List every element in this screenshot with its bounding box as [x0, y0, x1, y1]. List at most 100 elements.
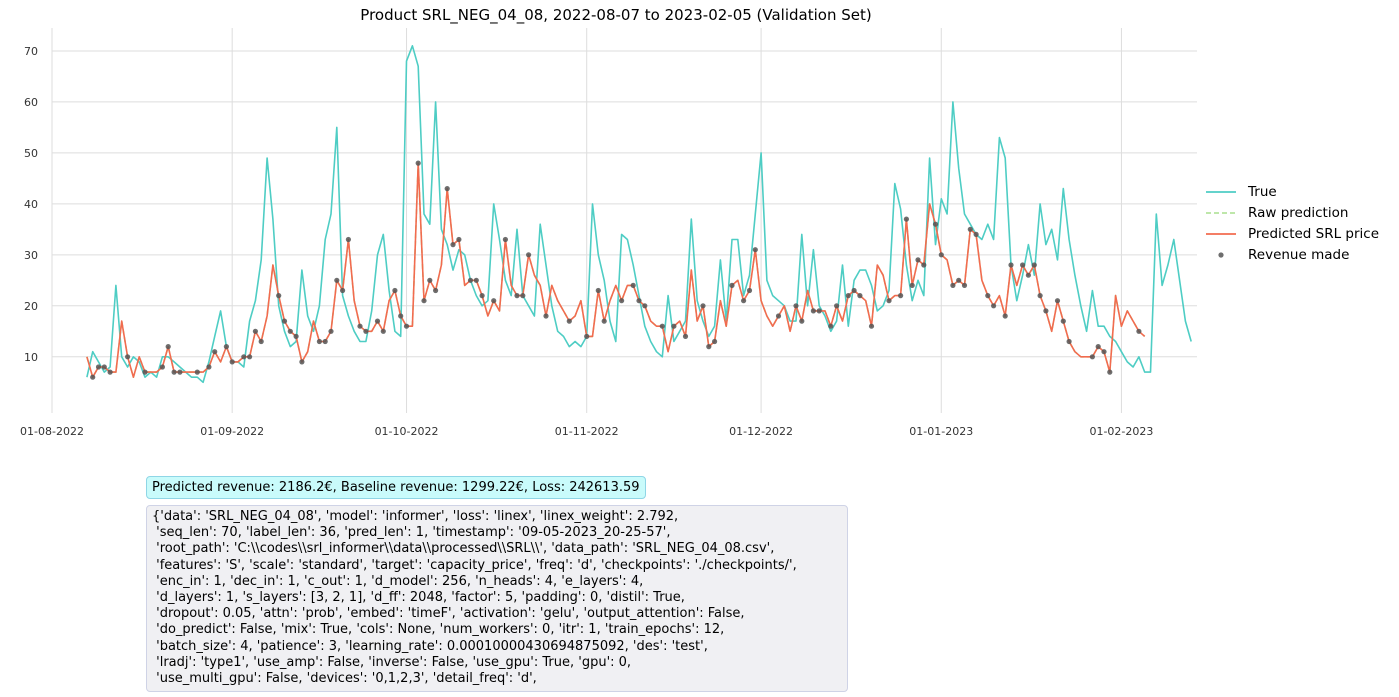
revenue-marker [566, 318, 572, 324]
revenue-marker [886, 298, 892, 304]
revenue-marker [834, 303, 840, 309]
y-tick-label: 60 [24, 96, 38, 109]
revenue-marker [293, 333, 299, 339]
y-tick-label: 30 [24, 249, 38, 262]
x-tick-label: 01-10-2022 [375, 425, 439, 438]
config-line: {'data': 'SRL_NEG_04_08', 'model': 'info… [152, 509, 679, 524]
revenue-marker [700, 303, 706, 309]
revenue-marker [258, 338, 264, 345]
revenue-marker [374, 318, 381, 324]
revenue-marker [915, 257, 921, 263]
config-line: 'features': 'S', 'scale': 'standard', 't… [152, 557, 797, 573]
config-line: 'd_layers': 1, 's_layers': [3, 2, 1], 'd… [152, 590, 685, 606]
revenue-marker [810, 308, 817, 314]
revenue-marker [793, 303, 799, 309]
revenue-marker [775, 313, 782, 319]
revenue-marker [659, 323, 665, 329]
x-tick-label: 01-01-2023 [909, 425, 973, 438]
revenue-marker [252, 328, 258, 334]
x-tick-label: 01-11-2022 [555, 425, 619, 438]
series-line-raw-prediction [86, 162, 1146, 379]
config-line: 'seq_len': 70, 'label_len': 36, 'pred_le… [152, 525, 671, 541]
y-tick-label: 50 [24, 147, 38, 160]
revenue-marker [1066, 338, 1072, 345]
revenue-marker [851, 287, 857, 294]
revenue-marker [229, 359, 235, 365]
y-tick-label: 10 [24, 351, 38, 364]
revenue-marker [706, 344, 712, 350]
revenue-marker [223, 344, 229, 350]
revenue-marker [194, 369, 200, 375]
revenue-marker [845, 293, 851, 299]
revenue-marker [363, 328, 369, 334]
x-tick-label: 01-02-2023 [1089, 425, 1153, 438]
revenue-marker [444, 186, 450, 192]
revenue-marker [1107, 369, 1113, 375]
revenue-marker [636, 298, 642, 304]
revenue-marker [316, 338, 322, 345]
series-line-true [86, 44, 1192, 384]
legend-item-predicted-price: Predicted SRL price [1206, 223, 1379, 244]
legend-item-raw-prediction: Raw prediction [1206, 202, 1379, 223]
revenue-marker [247, 354, 253, 360]
revenue-marker [334, 277, 340, 283]
config-text-box: {'data': 'SRL_NEG_04_08', 'model': 'info… [146, 505, 848, 693]
revenue-marker [741, 298, 747, 304]
revenue-marker [543, 313, 549, 319]
revenue-marker [398, 313, 404, 319]
revenue-marker [212, 349, 218, 355]
revenue-marker [421, 298, 427, 304]
revenue-marker [357, 323, 363, 329]
revenue-marker [752, 247, 758, 253]
revenue-marker [619, 298, 625, 304]
revenue-marker [171, 369, 177, 375]
revenue-marker [165, 344, 171, 350]
revenue-marker [340, 287, 346, 294]
revenue-marker [1020, 262, 1026, 268]
revenue-marker [281, 318, 288, 324]
revenue-marker [595, 287, 601, 294]
revenue-marker [90, 374, 96, 380]
revenue-marker [682, 333, 689, 339]
legend-item-revenue-made: Revenue made [1206, 244, 1379, 265]
revenue-marker [898, 293, 904, 299]
x-axis-ticks: 01-08-2022 01-09-2022 01-10-2022 01-11-2022… [20, 425, 1153, 438]
revenue-marker [276, 293, 282, 299]
revenue-marker [1002, 313, 1008, 319]
revenue-marker [427, 277, 433, 283]
series-line-predicted-srl-price [86, 162, 1146, 379]
x-tick-label: 01-12-2022 [729, 425, 793, 438]
revenue-marker [956, 277, 962, 283]
revenue-marker [514, 293, 520, 299]
revenue-marker [328, 328, 334, 334]
revenue-marker [1060, 318, 1066, 324]
revenue-marker [746, 287, 753, 294]
config-line: 'lradj': 'type1', 'use_amp': False, 'inv… [152, 654, 632, 670]
y-tick-label: 40 [24, 198, 38, 211]
revenue-marker [903, 216, 910, 222]
revenue-marker [991, 303, 997, 309]
revenue-marker [1095, 344, 1101, 350]
legend-label-raw-prediction: Raw prediction [1248, 204, 1349, 221]
legend-swatch-revenue-made [1206, 249, 1236, 261]
revenue-marker [95, 364, 102, 370]
config-line: 'dropout': 0.05, 'attn': 'prob', 'embed'… [152, 606, 745, 622]
revenue-marker [322, 338, 328, 345]
chart-title: Product SRL_NEG_04_08, 2022-08-07 to 202… [360, 6, 872, 24]
revenue-marker [241, 354, 247, 360]
revenue-marker [584, 333, 590, 339]
y-axis-ticks: 10 20 30 40 50 60 70 [24, 45, 38, 364]
revenue-marker [985, 293, 991, 299]
revenue-marker [125, 354, 131, 360]
revenue-marker [921, 262, 927, 268]
line-chart: 10 20 30 40 50 60 70 01-08-2022 01-09-2022 01-10… [20, 28, 1197, 438]
revenue-marker [159, 364, 165, 370]
y-tick-label: 20 [24, 300, 38, 313]
legend-item-true: True [1206, 181, 1379, 202]
revenue-marker [392, 287, 398, 294]
revenue-marker [1089, 354, 1095, 360]
revenue-marker [868, 323, 875, 329]
legend-swatch-true [1206, 186, 1236, 198]
revenue-marker [491, 298, 497, 304]
revenue-marker [729, 282, 735, 288]
